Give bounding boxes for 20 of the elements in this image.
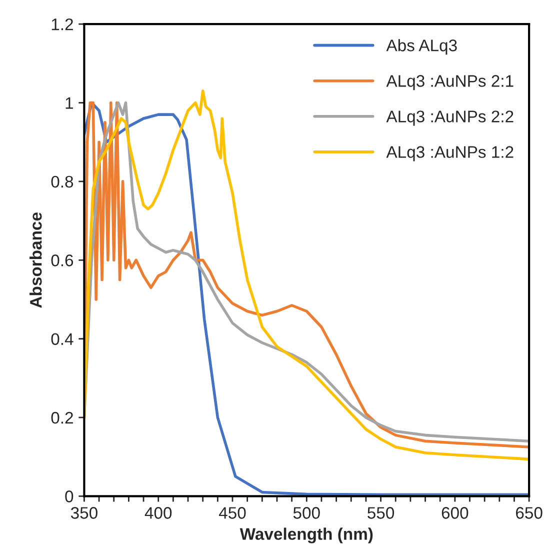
y-tick-label: 0.4 <box>51 333 74 346</box>
y-tick-label: 0.6 <box>51 254 74 266</box>
y-tick-label: 0.8 <box>51 176 74 188</box>
y-axis-title: Absorbance <box>30 212 42 308</box>
y-tick-label: 1.2 <box>52 18 73 30</box>
y-tick-label: 0 <box>65 490 74 502</box>
x-tick-label: 400 <box>144 507 172 519</box>
x-tick-label: 500 <box>293 507 320 519</box>
x-tick-label: 650 <box>516 507 542 519</box>
legend-label: Abs ALq3 <box>386 39 457 55</box>
legend-label: ALq3 :AuNPs 1:2 <box>386 146 514 162</box>
y-tick-label: 1 <box>66 97 73 109</box>
x-axis-title: Wavelength (nm) <box>240 528 373 544</box>
x-tick-label: 550 <box>368 507 394 519</box>
legend-label: ALq3 :AuNPs 2:2 <box>386 110 514 126</box>
y-tick-label: 0.2 <box>51 412 73 424</box>
legend-label: ALq3 :AuNPs 2:1 <box>386 75 514 90</box>
x-tick-label: 600 <box>442 507 468 519</box>
x-tick-label: 450 <box>218 507 246 519</box>
x-tick-label: 350 <box>70 507 98 519</box>
